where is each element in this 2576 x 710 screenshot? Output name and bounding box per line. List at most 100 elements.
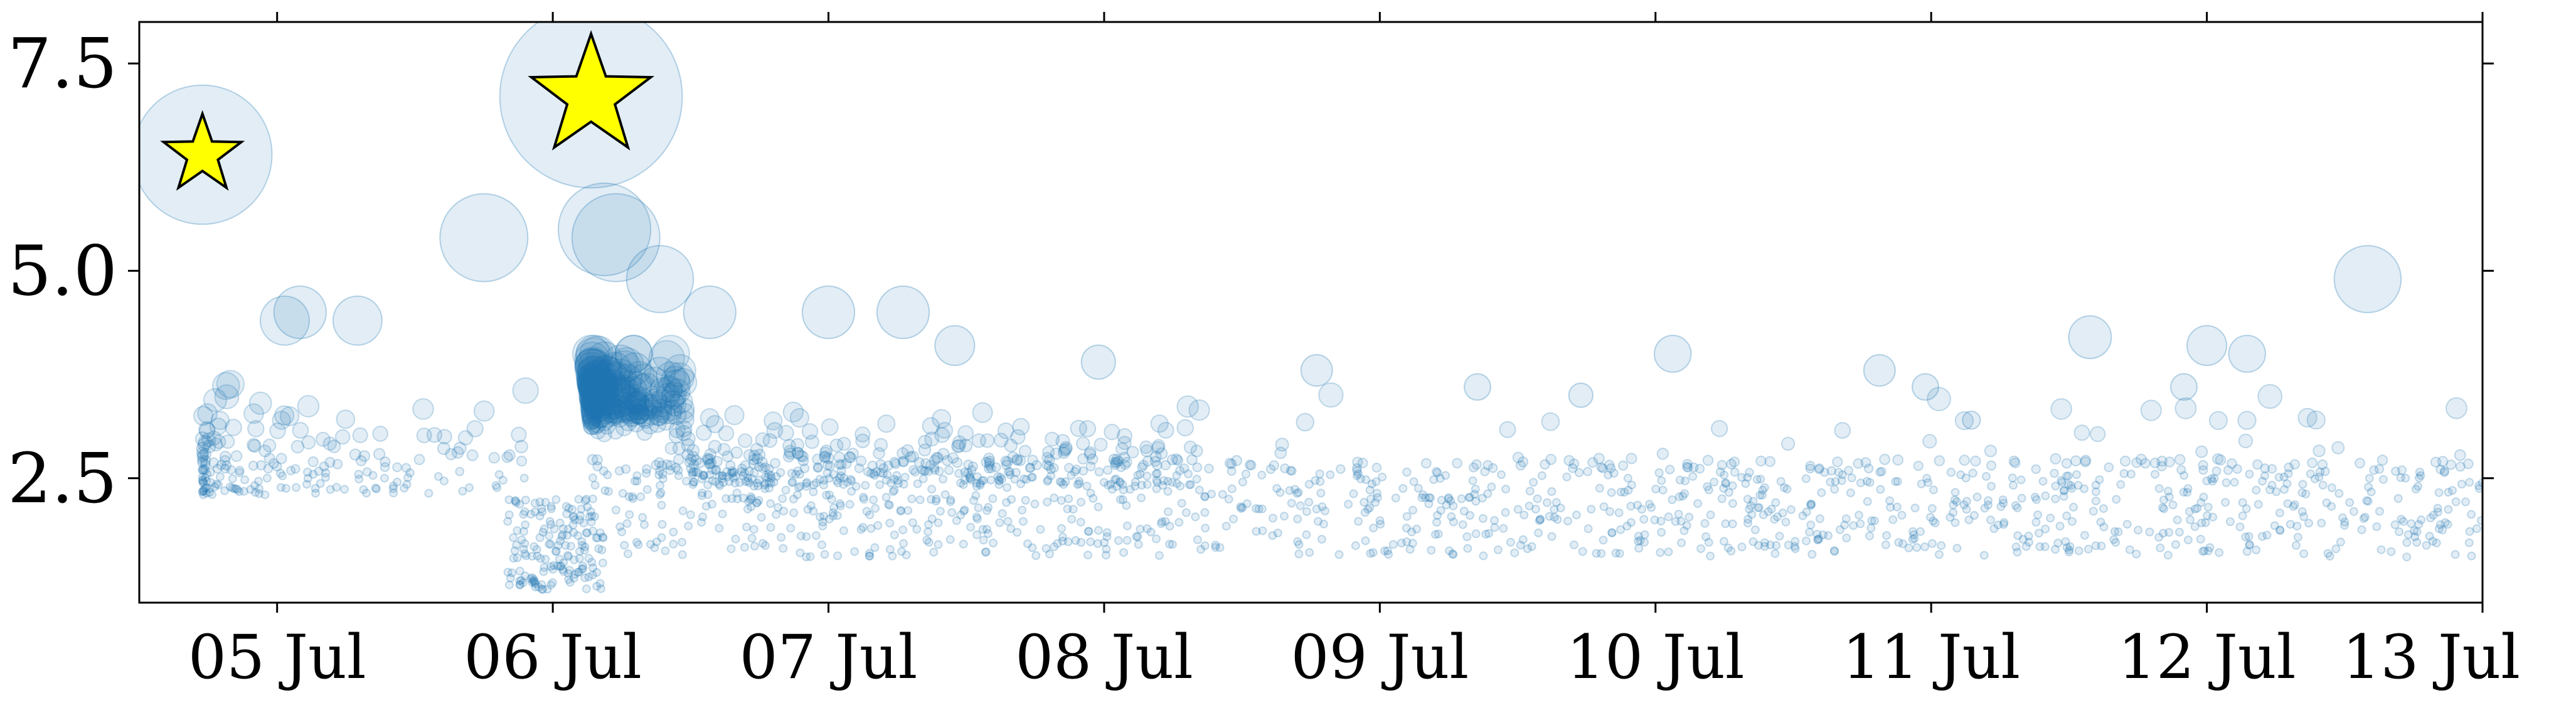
data-point [565, 566, 574, 575]
data-point [582, 392, 605, 416]
data-point [1192, 462, 1203, 473]
data-point [1830, 485, 1839, 494]
data-point [1424, 499, 1434, 508]
data-point [932, 409, 952, 429]
data-point [453, 441, 467, 455]
data-point [2282, 479, 2292, 488]
data-point [2164, 492, 2174, 502]
data-point [984, 458, 995, 469]
data-point [684, 521, 693, 530]
data-point [521, 571, 530, 581]
data-point [707, 465, 717, 475]
data-point [1805, 461, 1816, 471]
data-point [984, 463, 994, 474]
data-point [1806, 501, 1816, 510]
data-point [2363, 497, 2373, 506]
data-point [651, 399, 673, 421]
data-point [1675, 475, 1685, 485]
data-point [439, 476, 449, 486]
data-point [2110, 527, 2119, 536]
data-point [1706, 551, 1715, 561]
data-point [1238, 477, 1247, 487]
data-point [925, 460, 936, 471]
data-point [1172, 455, 1184, 466]
data-point [530, 575, 538, 584]
data-point [945, 535, 955, 544]
data-point [2125, 545, 2134, 554]
data-point [2011, 501, 2020, 510]
data-point [580, 573, 590, 583]
data-point [1152, 534, 1161, 544]
data-point [1972, 492, 1982, 502]
data-point [907, 451, 919, 463]
data-point [650, 395, 673, 418]
data-point [2398, 517, 2408, 526]
data-point [1046, 471, 1056, 480]
data-point [2061, 537, 2070, 546]
data-point [1369, 524, 1378, 533]
data-point [836, 501, 845, 510]
data-point [1293, 514, 1302, 524]
data-point [897, 447, 909, 460]
data-point [1764, 507, 1773, 517]
data-point [824, 514, 834, 524]
data-point [978, 525, 987, 534]
data-point [636, 492, 646, 502]
data-point [586, 377, 613, 404]
data-point [1227, 466, 1237, 476]
data-point [510, 546, 519, 556]
data-point [1317, 535, 1326, 544]
data-point [937, 448, 950, 460]
data-point [536, 554, 545, 563]
data-point [2267, 464, 2277, 474]
data-point [878, 468, 888, 478]
data-point [2033, 510, 2043, 520]
x-axis: 05 Jul 06 Jul 07 Jul 08 Jul 09 Jul 10 Jul 11 J… [188, 12, 2520, 692]
data-point [513, 553, 522, 562]
data-point [206, 467, 215, 477]
data-point [693, 468, 703, 478]
data-point [922, 417, 940, 435]
data-point [664, 379, 691, 405]
data-point [934, 518, 943, 527]
data-point [1076, 517, 1085, 527]
data-point [764, 411, 783, 431]
data-point [650, 543, 659, 552]
data-point [897, 456, 909, 467]
data-point [2238, 511, 2247, 520]
data-point [2369, 465, 2379, 475]
data-point [585, 391, 609, 415]
data-point [1083, 448, 1097, 461]
data-point [834, 459, 845, 470]
data-point [2116, 480, 2126, 489]
data-point [199, 448, 211, 460]
data-point [2317, 519, 2326, 528]
data-point [555, 562, 565, 571]
data-point [2072, 470, 2081, 480]
data-point [565, 578, 575, 587]
data-point [796, 481, 805, 491]
data-point [1484, 529, 1493, 538]
data-point [1356, 474, 1365, 483]
data-point [708, 476, 717, 485]
data-point [1058, 532, 1067, 542]
data-point [577, 367, 606, 397]
data-point [2279, 472, 2289, 481]
data-point [666, 404, 687, 426]
data-point [2291, 541, 2301, 550]
data-point [1160, 460, 1171, 471]
data-point [1654, 468, 1664, 478]
data-point [836, 471, 846, 480]
data-point [1003, 483, 1012, 492]
data-point [2222, 478, 2231, 487]
x-tick-label: 07 Jul [740, 622, 918, 692]
data-point [2013, 531, 2023, 541]
data-point [1553, 515, 1562, 524]
data-point [555, 536, 565, 546]
data-point [635, 399, 657, 421]
data-point [1826, 466, 1836, 476]
data-point [513, 526, 522, 535]
data-point [989, 539, 998, 547]
data-point [1275, 438, 1289, 452]
data-point [555, 554, 564, 564]
